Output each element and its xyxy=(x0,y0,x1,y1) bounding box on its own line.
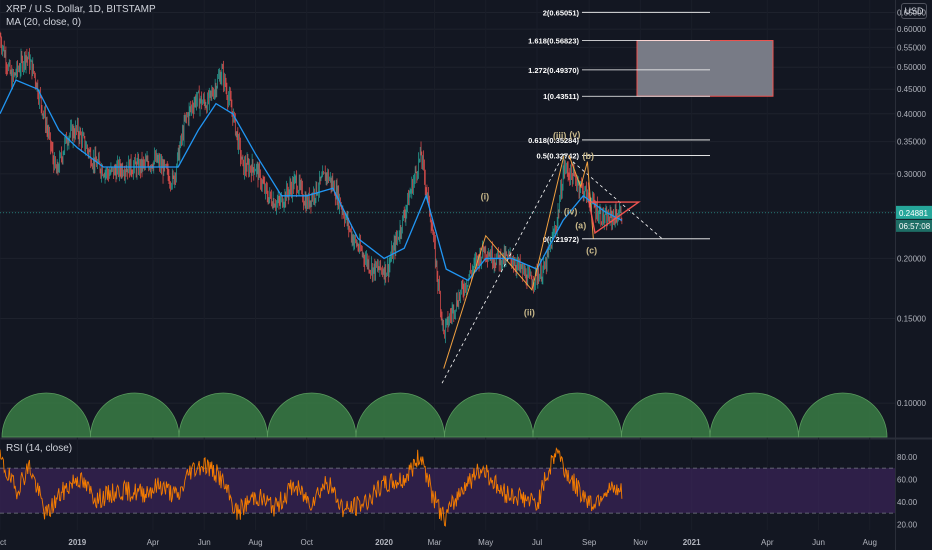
triangle-pattern[interactable] xyxy=(588,201,641,235)
time-tick-label: Mar xyxy=(428,538,442,547)
price-tick-label: 0.65000 xyxy=(897,8,926,17)
rsi-line xyxy=(0,447,623,527)
wave-label[interactable]: (c) xyxy=(586,245,597,255)
time-tick-label: Aug xyxy=(863,538,877,547)
cycle-arc xyxy=(355,392,445,438)
time-tick-label: Jul xyxy=(532,538,542,547)
wave-label[interactable]: (a) xyxy=(575,220,586,230)
trend-dash-up xyxy=(441,153,565,384)
price-tick-label: 0.15000 xyxy=(897,314,926,323)
fib-label: 1.618(0.56823) xyxy=(528,37,579,46)
axes: 0.65000 0.60000 0.55000 0.50000 0.45000 0.400… xyxy=(0,8,932,547)
target-box[interactable] xyxy=(636,40,774,97)
rsi-legend[interactable]: RSI (14, close) xyxy=(6,443,73,454)
price-tick-label: 0.20000 xyxy=(897,254,926,263)
price-tick-label: 0.40000 xyxy=(897,110,926,119)
rsi-tick-label: 80.00 xyxy=(897,453,918,462)
rsi-tick-label: 40.00 xyxy=(897,498,918,507)
fib-label: 1.272(0.49370) xyxy=(528,66,579,75)
wave-label[interactable]: (i) xyxy=(481,192,490,202)
time-tick-label: Sep xyxy=(582,538,597,547)
time-tick-label: May xyxy=(478,538,493,547)
time-tick-label: Apr xyxy=(147,538,160,547)
time-tick-label: Jun xyxy=(812,538,825,547)
rsi-tick-label: 60.00 xyxy=(897,475,918,484)
target-rect[interactable] xyxy=(636,40,774,97)
wave-label[interactable]: (iv) xyxy=(564,206,578,216)
wave-label[interactable]: (iii) xyxy=(553,131,567,141)
countdown-badge[interactable] xyxy=(896,219,932,232)
time-tick-label: Nov xyxy=(633,538,647,547)
cycle-arc xyxy=(798,392,888,438)
price-tick-label: 0.10000 xyxy=(897,399,926,408)
price-series xyxy=(0,31,895,344)
symbol-legend[interactable]: XRP / U.S. Dollar, 1D, BITSTAMP xyxy=(6,4,156,15)
rsi-panel xyxy=(0,447,895,527)
elliott-waves[interactable]: (i) (ii) (iii) (iv) (v) (a) (b) (c) xyxy=(441,130,664,384)
cycle-arc xyxy=(1,392,91,438)
time-tick-label: 2021 xyxy=(683,538,701,547)
fib-label: 0(0.21972) xyxy=(543,235,580,244)
ma-legend[interactable]: MA (20, close, 0) xyxy=(6,17,82,28)
cycle-arc xyxy=(709,392,799,438)
price-tick-label: 0.35000 xyxy=(897,138,926,147)
price-badge[interactable] xyxy=(896,205,932,219)
countdown-value: 06:57:08 xyxy=(899,222,931,231)
fib-label: 0.618(0.35284) xyxy=(528,136,579,145)
wave-label[interactable]: (ii) xyxy=(524,308,535,318)
cycle-arc xyxy=(444,392,534,438)
time-tick-label: Oct xyxy=(0,538,7,547)
cycle-arcs xyxy=(1,392,888,438)
cycle-arc xyxy=(178,392,268,438)
price-tick-label: 0.50000 xyxy=(897,63,926,72)
trend-dash-down xyxy=(563,153,664,240)
time-tick-label: 2019 xyxy=(68,538,86,547)
fib-levels[interactable]: 2(0.65051) 1.618(0.56823) 1.272(0.49370) 1(… xyxy=(528,8,710,244)
currency-badge[interactable]: USD xyxy=(901,3,927,19)
fib-label: 0.5(0.32742) xyxy=(536,152,579,161)
fib-label: 2(0.65051) xyxy=(543,8,580,17)
rsi-band xyxy=(0,468,895,514)
price-tick-label: 0.55000 xyxy=(897,43,926,52)
fib-label: 1(0.43511) xyxy=(543,92,579,101)
time-tick-label: Oct xyxy=(301,538,314,547)
cycle-arc xyxy=(621,392,711,438)
wave-label[interactable]: (v) xyxy=(569,130,580,140)
price-tick-label: 0.60000 xyxy=(897,25,926,34)
price-tick-label: 0.45000 xyxy=(897,85,926,94)
time-tick-label: 2020 xyxy=(375,538,393,547)
time-tick-label: Apr xyxy=(761,538,774,547)
time-tick-label: Jun xyxy=(198,538,211,547)
wave-label[interactable]: (b) xyxy=(583,151,595,161)
abc-path xyxy=(568,155,594,239)
rsi-tick-label: 20.00 xyxy=(897,520,918,529)
impulse-path xyxy=(443,155,565,369)
cycle-arc xyxy=(267,392,357,438)
cycle-arc xyxy=(90,392,180,438)
cycle-arc xyxy=(532,392,622,438)
price-tick-label: 0.30000 xyxy=(897,170,926,179)
time-tick-label: Aug xyxy=(248,538,262,547)
ma-line xyxy=(0,79,623,282)
price-badge-value: 0.24881 xyxy=(899,209,928,218)
